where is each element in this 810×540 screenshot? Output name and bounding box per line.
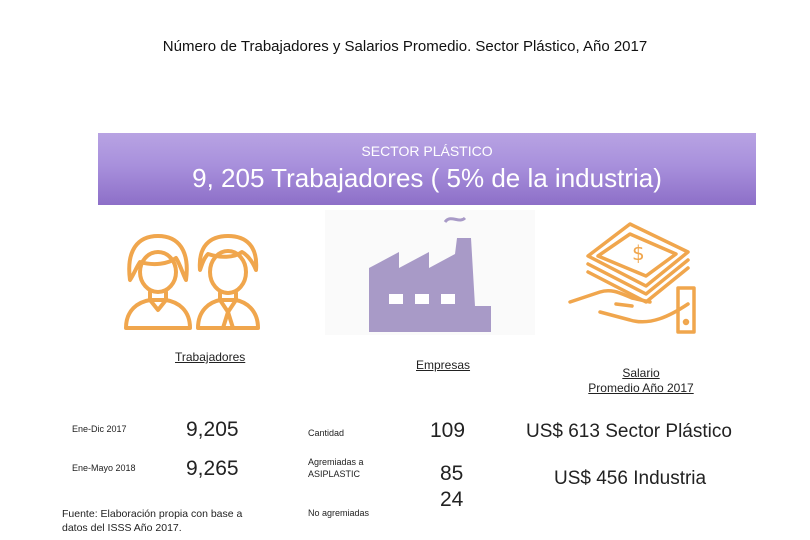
factory-icon [325,210,535,335]
salario-header-line2: Promedio Año 2017 [588,381,694,395]
sector-banner: SECTOR PLÁSTICO 9, 205 Trabajadores ( 5%… [98,133,756,205]
period-label: Ene-Dic 2017 [72,424,127,434]
empresas-label: Cantidad [308,428,345,438]
empresas-value: 109 [430,419,466,442]
empresas-header: Empresas [416,358,471,372]
workers-icon [124,234,260,330]
page-title: Número de Trabajadores y Salarios Promed… [162,38,648,55]
source-note: Fuente: Elaboración propia con base a da… [62,508,243,534]
salario-sector: US$ 613 Sector Plástico [526,421,732,442]
salary-hand-icon: $ [568,222,696,334]
salario-header-line1: Salario [622,366,660,380]
empresas-label: No agremiadas [308,508,370,518]
banner-headline: 9, 205 Trabajadores ( 5% de la industria… [192,163,662,193]
empresas-label: Agremiadas a ASIPLASTIC [308,457,364,479]
salario-industria: US$ 456 Industria [554,468,707,489]
workers-value: 9,205 [186,418,239,441]
empresas-value: 85 [440,462,464,485]
trabajadores-header: Trabajadores [175,350,246,364]
empresas-value: 24 [440,488,464,511]
workers-value: 9,265 [186,457,239,480]
svg-text:$: $ [632,241,645,265]
period-label: Ene-Mayo 2018 [72,463,136,473]
banner-subtitle: SECTOR PLÁSTICO [361,143,493,159]
